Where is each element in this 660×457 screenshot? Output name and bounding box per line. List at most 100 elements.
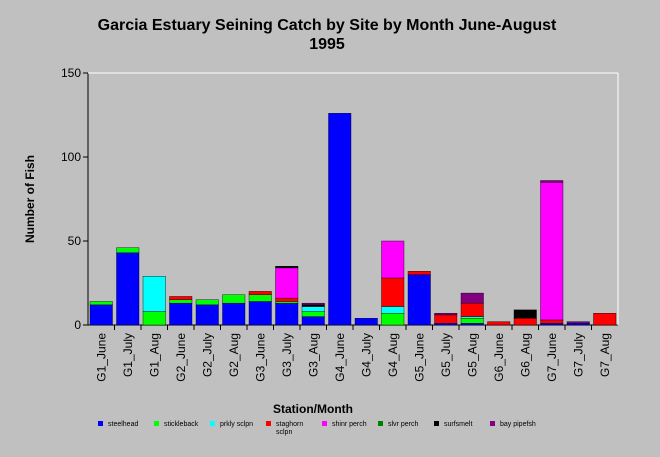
bar-segment — [301, 316, 325, 326]
y-tick-label: 0 — [74, 318, 81, 332]
legend-swatch — [378, 421, 383, 426]
x-tick-label: G6_June — [492, 333, 506, 382]
bar-segment — [116, 252, 140, 326]
x-tick-label: G2_June — [174, 333, 188, 382]
bar-segment — [460, 323, 484, 326]
bar-segment — [407, 274, 431, 326]
bar-segment — [434, 313, 458, 316]
bar-segment — [222, 294, 246, 304]
x-tick-label: G2_July — [200, 333, 214, 377]
y-axis-label: Number of Fish — [23, 155, 37, 243]
legend-label: staghorn — [276, 421, 303, 428]
bar-segment — [275, 297, 299, 302]
bar-segment — [434, 323, 458, 326]
bar-segment — [169, 296, 193, 301]
x-tick-label: G4_July — [359, 333, 373, 377]
x-tick-label: G5_June — [412, 333, 426, 382]
bar-segment — [434, 314, 458, 324]
bar-segment — [540, 181, 564, 321]
bar-segment — [513, 318, 537, 326]
bar-segment — [195, 304, 219, 326]
bar-segment — [275, 266, 299, 269]
x-tick-label: G7_June — [545, 333, 559, 382]
legend-label: stickleback — [164, 421, 199, 428]
y-tick-label: 100 — [61, 150, 81, 164]
bar-segment — [275, 302, 299, 326]
x-tick-label: G4_June — [333, 333, 347, 382]
x-axis-label: Station/Month — [273, 402, 353, 416]
bar-segment — [381, 240, 405, 279]
bar-segment — [222, 302, 246, 326]
y-axis-ticks: 0 50 100 150 — [61, 66, 88, 332]
x-tick-label: G6_Aug — [518, 333, 532, 377]
x-tick-label: G3_Aug — [306, 333, 320, 377]
y-tick-label: 150 — [61, 66, 81, 80]
bar-segment — [381, 277, 405, 307]
bars-group — [89, 113, 617, 326]
plot-area — [88, 73, 618, 325]
bar-segment — [301, 306, 325, 312]
bar-segment — [248, 294, 272, 302]
legend-label: surfsmelt — [444, 421, 472, 428]
bar-segment — [381, 313, 405, 326]
legend-label: steelhead — [108, 421, 138, 428]
legend-swatch — [210, 421, 215, 426]
bar-segment — [566, 323, 590, 326]
bar-segment — [540, 319, 564, 324]
x-tick-label: G2_Aug — [227, 333, 241, 377]
bar-segment — [354, 318, 378, 326]
x-tick-label: G1_June — [94, 333, 108, 382]
bar-segment — [460, 292, 484, 304]
bar-segment — [301, 311, 325, 317]
x-tick-label: G4_Aug — [386, 333, 400, 377]
legend-label: prkly sclpn — [220, 421, 253, 428]
legend-swatch — [266, 421, 271, 426]
bar-segment — [142, 311, 166, 326]
bar-segment — [169, 299, 193, 304]
bar-segment — [407, 271, 431, 275]
bar-segment — [301, 302, 325, 306]
legend-swatch — [490, 421, 495, 426]
bar-segment — [460, 316, 484, 319]
x-tick-label: G5_July — [439, 333, 453, 377]
bar-segment — [195, 299, 219, 306]
bar-segment — [169, 302, 193, 326]
legend-label: sclpn — [276, 429, 292, 436]
bar-segment — [381, 306, 405, 314]
bar-segment — [540, 180, 564, 183]
legend-label: bay pipefsh — [500, 421, 536, 428]
bar-segment — [248, 301, 272, 326]
legend-label: slvr perch — [388, 421, 418, 428]
legend-swatch — [98, 421, 103, 426]
x-tick-label: G7_July — [571, 333, 585, 377]
bar-segment — [89, 301, 113, 306]
x-tick-label: G3_June — [253, 333, 267, 382]
x-tick-label: G5_Aug — [465, 333, 479, 377]
bar-segment — [513, 309, 537, 319]
bar-segment — [275, 267, 299, 299]
chart-title-line-1: Garcia Estuary Seining Catch by Site by … — [98, 17, 557, 34]
bar-segment — [593, 313, 617, 326]
legend-swatch — [322, 421, 327, 426]
bar-segment — [116, 247, 140, 253]
bar-segment — [460, 302, 484, 317]
bar-segment — [540, 323, 564, 326]
bar-segment — [275, 301, 299, 304]
bar-segment — [460, 318, 484, 324]
bar-segment — [328, 113, 352, 326]
y-tick-label: 50 — [68, 234, 82, 248]
bar-segment — [142, 276, 166, 312]
x-tick-label: G7_Aug — [598, 333, 612, 377]
bar-segment — [566, 321, 590, 324]
x-tick-label: G1_Aug — [147, 333, 161, 377]
bar-segment — [487, 321, 511, 326]
legend: steelhead stickleback prkly sclpn staghorns… — [98, 421, 536, 436]
bar-segment — [89, 304, 113, 326]
x-axis-ticks: G1_June G1_July G1_Aug G2_June G2_July G2_Aug… — [94, 325, 612, 382]
x-tick-label: G3_July — [280, 333, 294, 377]
bar-segment — [301, 304, 325, 307]
legend-label: shinr perch — [332, 421, 367, 428]
legend-swatch — [154, 421, 159, 426]
legend-swatch — [434, 421, 439, 426]
